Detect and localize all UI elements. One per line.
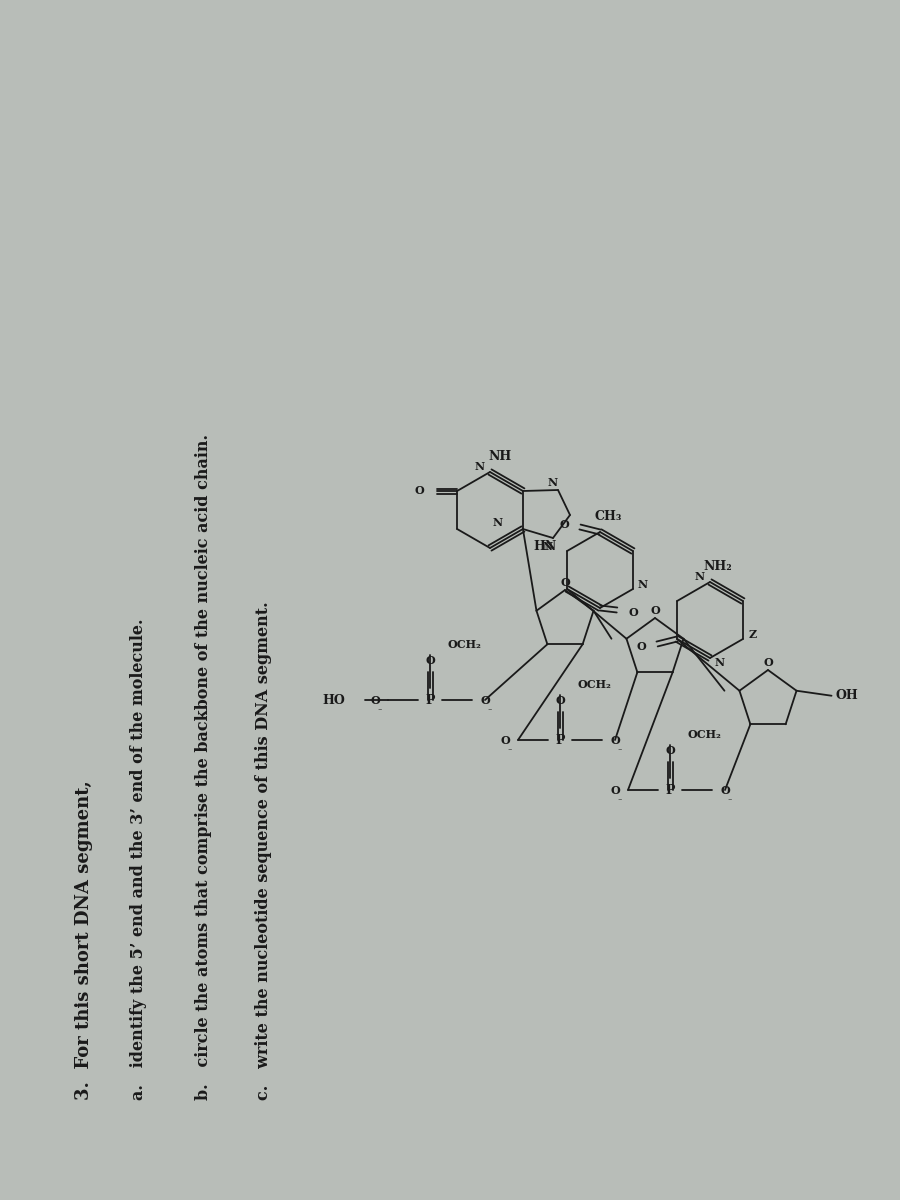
Text: b.   circle the atoms that comprise the backbone of the nucleic acid chain.: b. circle the atoms that comprise the ba… (195, 434, 212, 1100)
Text: NH: NH (489, 450, 511, 463)
Text: O: O (610, 785, 620, 796)
Text: ⁻: ⁻ (508, 748, 512, 756)
Text: O: O (414, 486, 424, 497)
Text: O: O (370, 695, 380, 706)
Text: N: N (475, 462, 485, 473)
Text: N: N (548, 476, 558, 487)
Text: O: O (763, 656, 773, 667)
Text: OCH₂: OCH₂ (578, 679, 612, 690)
Text: O: O (425, 654, 435, 666)
Text: O: O (636, 642, 646, 653)
Text: N: N (543, 540, 553, 552)
Text: HO: HO (322, 694, 345, 707)
Text: OCH₂: OCH₂ (688, 730, 722, 740)
Text: O: O (610, 734, 620, 745)
Text: HN: HN (534, 540, 557, 552)
Text: ⁻: ⁻ (617, 798, 622, 806)
Text: O: O (555, 695, 565, 706)
Text: N: N (715, 658, 725, 668)
Text: c.   write the nucleotide sequence of this DNA segment.: c. write the nucleotide sequence of this… (255, 601, 272, 1100)
Text: N: N (695, 571, 705, 582)
Text: ⁻: ⁻ (617, 748, 622, 756)
Text: O: O (650, 605, 660, 616)
Text: P: P (555, 733, 565, 746)
Text: ⁻: ⁻ (378, 708, 382, 716)
Text: 3.  For this short DNA segment,: 3. For this short DNA segment, (75, 780, 93, 1100)
Text: N: N (493, 516, 503, 528)
Text: O: O (560, 576, 570, 588)
Text: O: O (720, 785, 730, 796)
Text: O: O (500, 734, 510, 745)
Text: O: O (480, 695, 490, 706)
Text: ⁻: ⁻ (488, 708, 492, 716)
Text: OH: OH (835, 689, 858, 702)
Text: O: O (665, 744, 675, 756)
Text: OCH₂: OCH₂ (448, 640, 482, 650)
Text: N: N (638, 578, 648, 589)
Text: NH₂: NH₂ (704, 560, 733, 574)
Text: O: O (559, 518, 569, 529)
Text: a.   identify the 5’ end and the 3’ end of the molecule.: a. identify the 5’ end and the 3’ end of… (130, 618, 147, 1100)
Text: CH₃: CH₃ (594, 510, 622, 523)
Text: Z: Z (749, 629, 757, 640)
Text: ⁻: ⁻ (728, 798, 733, 806)
Text: P: P (425, 694, 435, 707)
Text: P: P (665, 784, 675, 797)
Text: O: O (628, 607, 638, 618)
